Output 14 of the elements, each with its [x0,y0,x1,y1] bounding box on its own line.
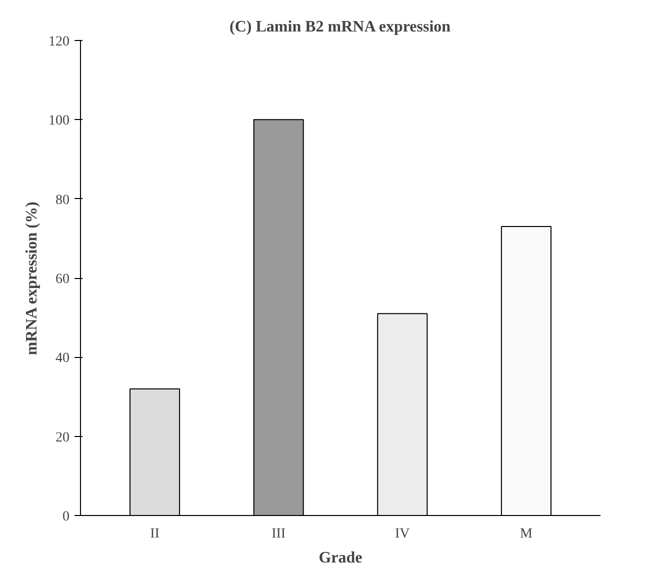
y-tick-label: 0 [62,510,70,524]
y-tick-label: 80 [56,192,70,208]
chart-title: (C) Lamin B2 mRNA expression [230,18,451,36]
x-tick-label: II [150,526,160,542]
x-tick-label: M [520,526,533,542]
y-tick-label: 60 [56,272,70,287]
x-tick-label: IV [395,526,410,542]
y-axis-title: mRNA expression (%) [24,202,40,356]
x-axis-title: Grade [318,550,362,566]
y-tick-label: 100 [48,114,70,129]
y-tick-label: 120 [48,34,70,50]
y-tick-label: 40 [56,351,70,366]
x-tick-label: III [272,526,286,542]
y-tick-label: 20 [56,430,70,446]
